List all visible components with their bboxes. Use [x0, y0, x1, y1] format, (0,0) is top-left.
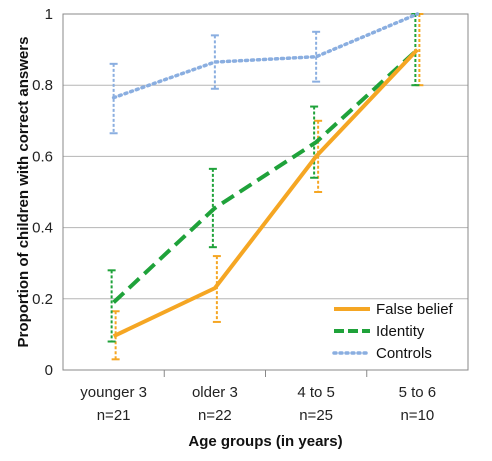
y-tick-label-0-8: 0.8 [32, 77, 53, 94]
x-tick-sublabel-n-21: n=21 [97, 407, 131, 424]
legend-entry-false-belief: False belief [334, 301, 454, 318]
y-tick-label-0-6: 0.6 [32, 148, 53, 165]
x-tick-label-older-3: older 3 [192, 384, 238, 401]
series-line-false-belief [112, 48, 419, 338]
gridlines [63, 84, 468, 377]
x-tick-sublabel-n-22: n=22 [198, 407, 232, 424]
x-tick-labels: younger 3 n=21 older 3 n=22 4 to 5 n=25 5 to 6… [80, 384, 436, 424]
y-tick-label-0-4: 0.4 [32, 220, 53, 237]
x-tick-label-4-to-5: 4 to 5 [297, 384, 335, 401]
series-line-controls [111, 12, 420, 100]
legend: False belief Identity Controls [332, 301, 454, 362]
x-tick-label-5-to-6: 5 to 6 [399, 384, 437, 401]
y-tick-label-0-2: 0.2 [32, 291, 53, 308]
y-tick-label-1: 1 [45, 6, 53, 23]
legend-label-identity: Identity [376, 323, 425, 340]
series-lines [111, 12, 420, 338]
x-axis-title: Age groups (in years) [188, 433, 342, 450]
y-tick-labels: 0 0.2 0.4 0.6 0.8 1 [32, 6, 53, 379]
legend-entry-controls: Controls [332, 345, 432, 362]
x-tick-sublabel-n-10: n=10 [400, 407, 434, 424]
series-line-identity [112, 48, 419, 304]
x-tick-sublabel-n-25: n=25 [299, 407, 333, 424]
y-axis-title: Proportion of children with correct answ… [15, 37, 32, 348]
y-tick-label-0: 0 [45, 362, 53, 379]
plot-area [62, 13, 469, 371]
legend-entry-identity: Identity [334, 323, 425, 340]
legend-label-controls: Controls [376, 345, 432, 362]
x-tick-label-younger-3: younger 3 [80, 384, 147, 401]
legend-label-false-belief: False belief [376, 301, 454, 318]
